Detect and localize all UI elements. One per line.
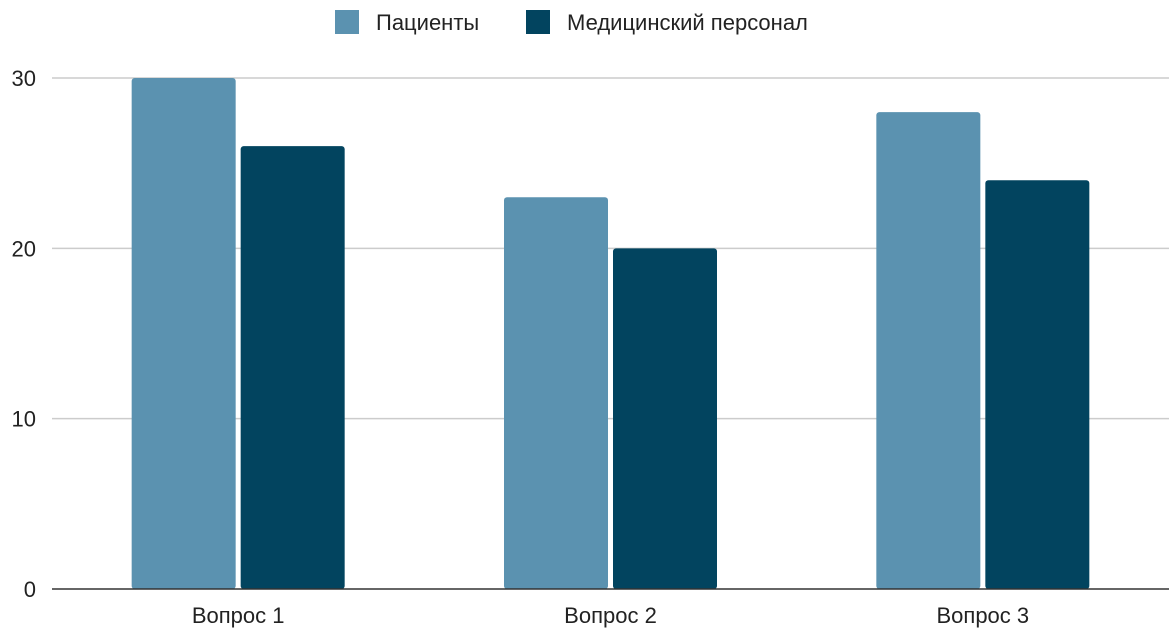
y-tick-label: 0 — [24, 577, 36, 602]
legend-label-patients: Пациенты — [376, 10, 479, 35]
bar-medical-staff-q3 — [985, 180, 1090, 589]
x-tick-label: Вопрос 3 — [937, 603, 1030, 628]
gridlines — [52, 77, 1169, 420]
legend-label-medical-staff: Медицинский персонал — [567, 10, 808, 35]
bar-patients-q3 — [876, 112, 981, 590]
y-axis-tick-labels: 0 10 20 30 — [12, 66, 36, 602]
y-tick-label: 10 — [12, 407, 36, 432]
chart-legend: Пациенты Медицинский персонал — [335, 10, 808, 35]
bars — [131, 78, 1090, 590]
y-tick-label: 20 — [12, 236, 36, 261]
x-axis-tick-labels: Вопрос 1 Вопрос 2 Вопрос 3 — [192, 603, 1029, 628]
bar-patients-q1 — [131, 78, 236, 589]
y-tick-label: 30 — [12, 66, 36, 91]
legend-swatch-patients — [335, 10, 359, 34]
legend-swatch-medical-staff — [526, 10, 550, 34]
bar-medical-staff-q2 — [613, 248, 717, 590]
bar-patients-q2 — [504, 197, 608, 589]
bar-medical-staff-q1 — [240, 146, 345, 589]
x-tick-label: Вопрос 1 — [192, 603, 285, 628]
x-tick-label: Вопрос 2 — [564, 603, 657, 628]
